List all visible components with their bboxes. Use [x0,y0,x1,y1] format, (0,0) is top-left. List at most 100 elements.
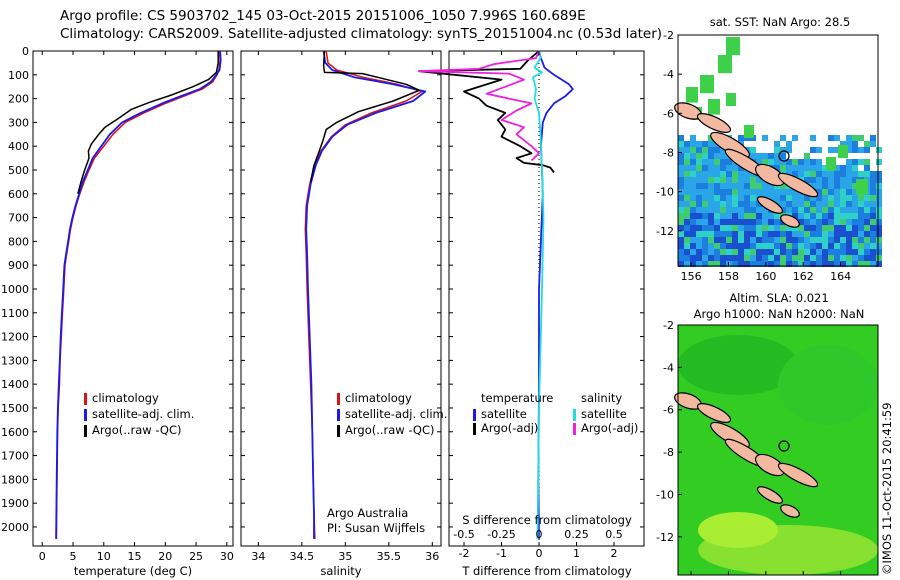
sst-cell [690,255,696,261]
sst-cell [684,255,690,261]
sst-cell [726,201,732,207]
s-difference-tick-label: 0.25 [564,528,589,541]
sst-cell [738,135,744,141]
difference-legend-swatch [573,409,576,421]
sst-cell [798,159,804,165]
sst-cell [756,153,762,159]
sst-cell [708,237,714,243]
sst-cell [684,195,690,201]
depth-tick-label: 400 [8,140,29,153]
temperature-tick-label: 20 [158,550,172,563]
sst-cell [786,165,792,171]
sst-cell [870,207,876,213]
sst-cell [876,237,882,243]
sst-cell [822,249,828,255]
sst-cell [744,231,750,237]
sst-cell [822,201,828,207]
sst-cell [690,189,696,195]
sst-cell [834,219,840,225]
sst-cell [786,207,792,213]
sst-cell [744,207,750,213]
difference-series-3 [532,50,545,539]
sst-cell [780,147,786,153]
sst-cell [846,171,852,177]
map-lat-tick-label: -12 [656,225,674,238]
sst-cell [780,255,786,261]
sst-cell [804,249,810,255]
sst-cell [786,261,792,267]
sst-cell [678,147,684,153]
depth-tick-label: 1500 [1,402,29,415]
sst-cell [684,237,690,243]
sst-cell [750,225,756,231]
sst-cell [708,249,714,255]
depth-tick-label: 1600 [1,426,29,439]
sst-cell [810,255,816,261]
sst-cell [684,189,690,195]
sst-cell [744,171,750,177]
sst-cell [792,135,798,141]
sst-cell [738,243,744,249]
sst-cell [834,249,840,255]
sst-cell [732,195,738,201]
sst-cell [876,207,882,213]
sst-cell [810,207,816,213]
sst-cell [828,249,834,255]
sst-cell [858,225,864,231]
sst-cell [876,219,882,225]
sst-cell [708,189,714,195]
sst-cell [684,201,690,207]
sst-cell [822,183,828,189]
sst-cell [798,231,804,237]
salinity-legend-swatch [337,425,340,437]
sst-cell [798,201,804,207]
sst-cell [774,195,780,201]
sst-cell [840,261,846,267]
sst-cell [768,249,774,255]
sst-cell [810,135,816,141]
sst-cell [816,195,822,201]
sst-cell [762,135,768,141]
sst-cell [738,225,744,231]
sst-cell [762,213,768,219]
sst-cell [726,183,732,189]
sst-cell [702,255,708,261]
temperature-series-2 [55,50,222,539]
sst-cell [786,225,792,231]
sst-cell [792,165,798,171]
depth-tick-label: 300 [8,116,29,129]
sst-cell [774,231,780,237]
sst-cell [786,141,792,147]
sst-cell [768,153,774,159]
sst-cell [780,159,786,165]
sst-cell [852,141,858,147]
sst-cell [858,171,864,177]
sst-cell [822,189,828,195]
sst-cell [792,207,798,213]
sst-cell [780,183,786,189]
sst-cell [834,171,840,177]
sst-cell [864,207,870,213]
sst-cell [708,183,714,189]
sst-cell [780,165,786,171]
sst-cell [762,231,768,237]
institution-note: Argo Australia [327,506,409,520]
sst-cell [690,147,696,153]
sst-cell [864,171,870,177]
sst-cell [714,177,720,183]
sst-cell [678,225,684,231]
sst-cell [678,249,684,255]
island-shape [777,172,819,198]
depth-tick-label: 600 [8,188,29,201]
sst-cell [834,207,840,213]
sst-cell [708,147,714,153]
sst-cell [696,183,702,189]
sst-cell [780,195,786,201]
sst-cell [678,165,684,171]
temperature-tick-label: 30 [220,550,234,563]
sst-cell [714,213,720,219]
temperature-axis-label: temperature (deg C) [74,564,192,578]
sst-cell [696,255,702,261]
sst-cell [744,189,750,195]
sst-cell [702,171,708,177]
